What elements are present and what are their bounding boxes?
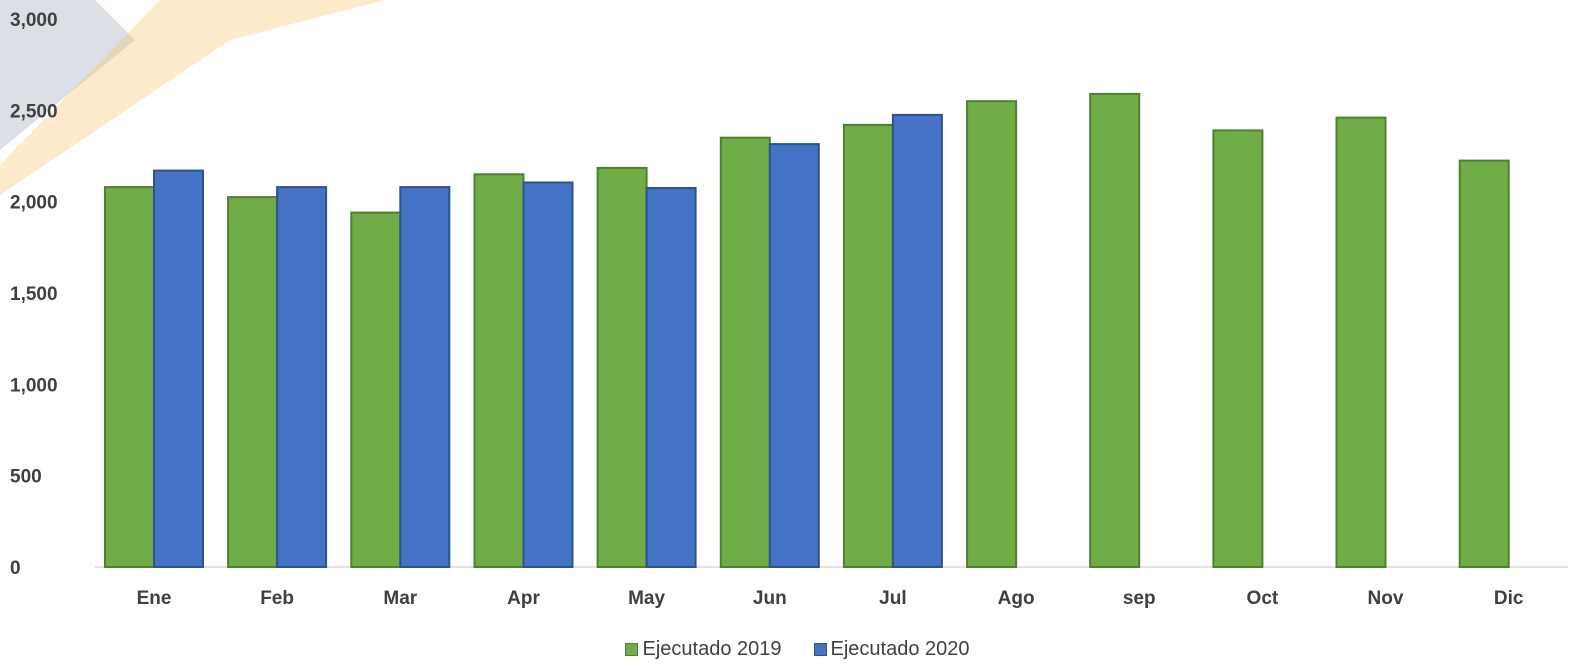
bar-2019-oct xyxy=(1212,129,1264,568)
x-tick-label: Ene xyxy=(137,588,172,609)
bar-2020-jul xyxy=(891,113,943,569)
bar-2019-dic xyxy=(1458,159,1510,568)
legend: Ejecutado 2019 Ejecutado 2020 xyxy=(0,638,1595,661)
bar-2020-ene xyxy=(153,169,204,568)
legend-item-2019: Ejecutado 2019 xyxy=(625,638,782,661)
watermark-gray-chevron xyxy=(0,0,135,150)
bar-2020-mar xyxy=(399,186,451,568)
legend-swatch-2019 xyxy=(625,643,639,656)
bar-2019-nov xyxy=(1335,116,1387,568)
legend-label-2019: Ejecutado 2019 xyxy=(642,638,782,660)
bar-2019-feb xyxy=(227,196,279,568)
x-tick-label: Mar xyxy=(383,588,417,609)
x-tick-label: Apr xyxy=(507,588,540,609)
y-tick-label: 500 xyxy=(10,467,42,488)
bar-2020-apr xyxy=(522,181,574,568)
y-tick-label: 1,000 xyxy=(10,375,58,396)
watermark-orange-chevron xyxy=(0,0,385,195)
y-tick-label: 2,500 xyxy=(10,101,58,122)
x-tick-label: Jun xyxy=(753,588,787,609)
y-axis-ticks: 0 500 1,000 1,500 2,000 2,500 3,000 xyxy=(10,10,58,579)
x-tick-label: May xyxy=(628,588,665,609)
y-tick-label: 1,500 xyxy=(10,284,58,305)
x-tick-label: sep xyxy=(1123,588,1156,609)
legend-item-2020: Ejecutado 2020 xyxy=(813,638,970,661)
x-tick-label: Nov xyxy=(1368,588,1404,609)
bar-2019-mar xyxy=(350,211,402,568)
watermark-logo xyxy=(0,0,385,195)
y-tick-label: 2,000 xyxy=(10,193,58,214)
bar-2020-may xyxy=(645,187,697,568)
bar-2019-jul xyxy=(842,123,894,569)
bar-2019-jun xyxy=(719,136,771,568)
bar-2019-ene xyxy=(104,186,155,568)
bar-2019-sep xyxy=(1089,92,1141,569)
y-tick-label: 3,000 xyxy=(10,10,58,31)
x-tick-label: Ago xyxy=(998,588,1035,609)
bar-2019-ago xyxy=(966,100,1018,568)
bar-2020-jun xyxy=(768,143,820,568)
x-tick-label: Feb xyxy=(260,588,294,609)
bars xyxy=(104,92,1510,569)
legend-swatch-2020 xyxy=(813,643,827,656)
bar-2019-may xyxy=(596,166,648,568)
x-tick-label: Jul xyxy=(879,588,906,609)
y-tick-label: 0 xyxy=(10,558,21,579)
x-tick-label: Dic xyxy=(1494,588,1524,609)
bar-2020-feb xyxy=(276,186,328,568)
x-axis-ticks: Ene Feb Mar Apr May Jun Jul Ago sep Oct Nov Dic xyxy=(137,588,1524,609)
legend-label-2020: Ejecutado 2020 xyxy=(830,638,970,660)
bar-2019-apr xyxy=(473,173,525,569)
x-tick-label: Oct xyxy=(1247,588,1279,609)
